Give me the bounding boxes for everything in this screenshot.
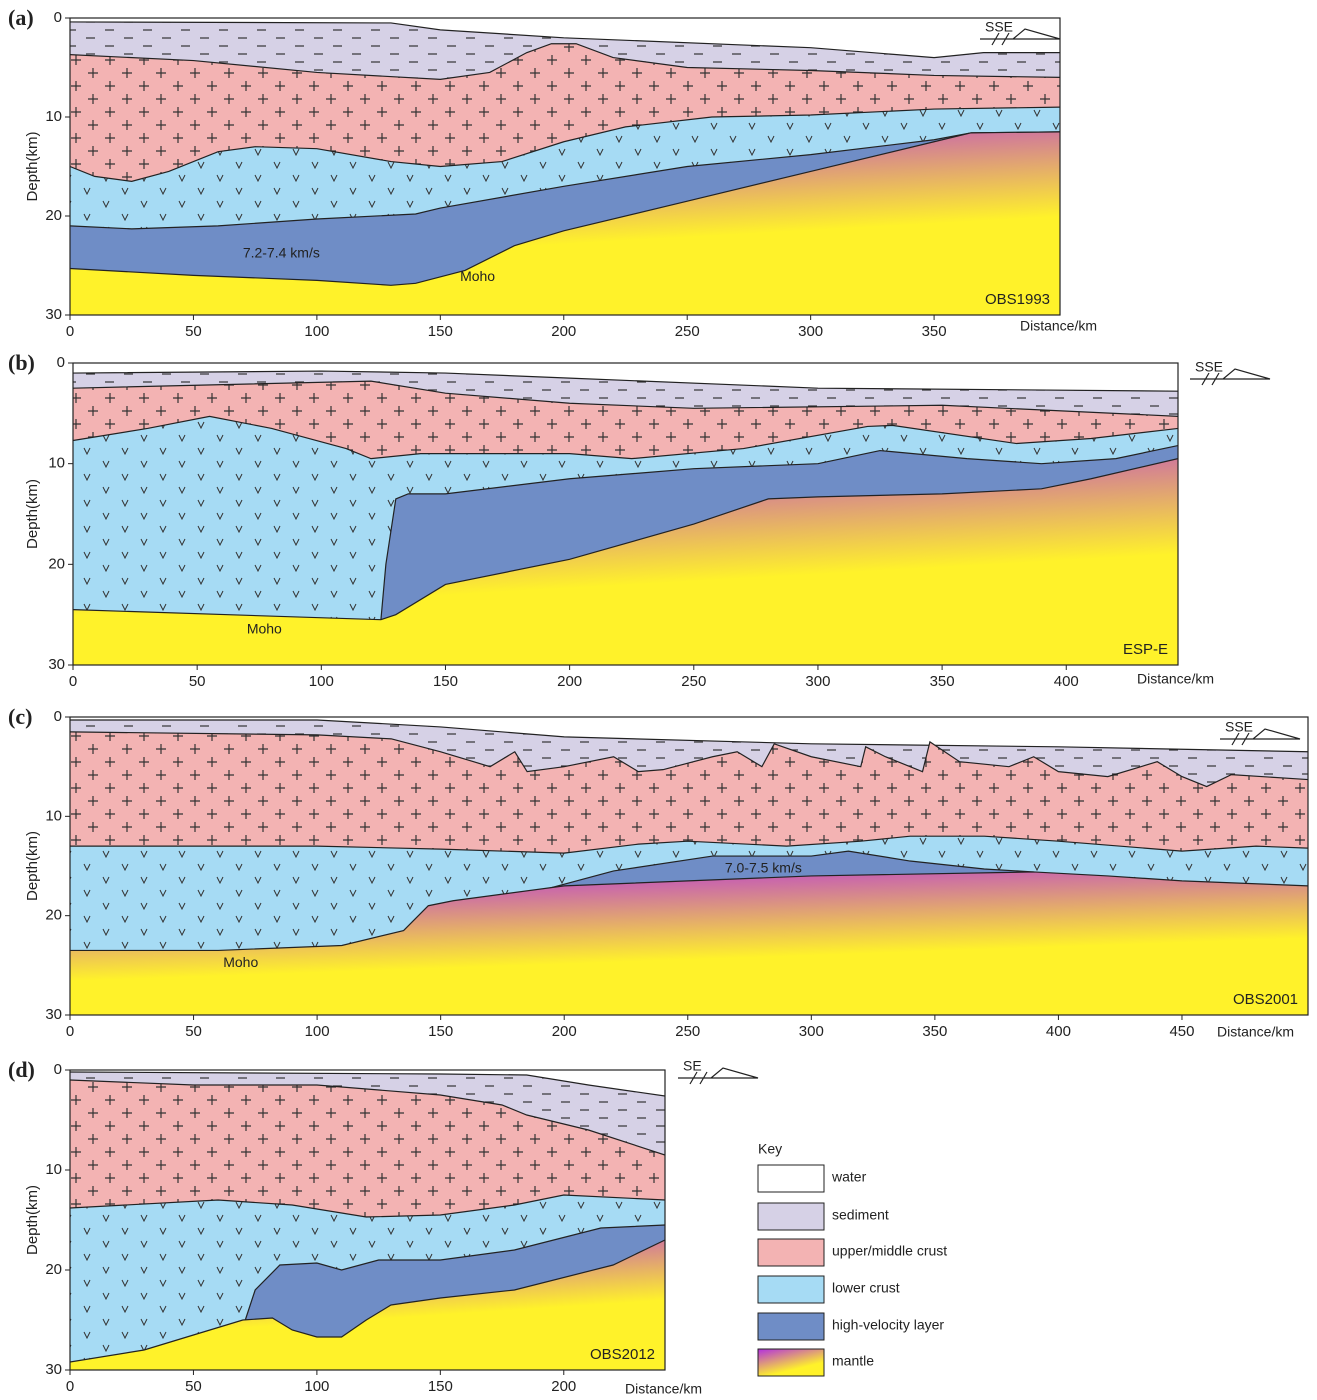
x-axis-label: Distance/km: [1217, 1024, 1294, 1040]
figure: Key 0501001502002503003500102030(a)Depth…: [0, 0, 1317, 1400]
x-tick-label: 50: [189, 673, 206, 690]
y-tick-label: 20: [45, 207, 62, 224]
x-tick-label: 200: [557, 673, 582, 690]
y-axis-label: Depth(km): [24, 831, 41, 901]
x-tick-label: 50: [185, 323, 202, 340]
x-tick-label: 150: [428, 323, 453, 340]
key-label: sediment: [832, 1207, 889, 1223]
x-axis-label: Distance/km: [625, 1381, 702, 1397]
y-tick-label: 30: [45, 1006, 62, 1023]
panel-label: (c): [8, 704, 32, 729]
panel-label: (b): [8, 350, 35, 375]
annotation: 7.2-7.4 km/s: [243, 244, 320, 260]
y-axis-label: Depth(km): [24, 1185, 41, 1255]
section: [70, 18, 1060, 315]
annotation: Moho: [460, 268, 495, 284]
y-tick-label: 10: [45, 1161, 62, 1178]
y-tick-label: 0: [54, 9, 62, 26]
y-tick-label: 30: [45, 1361, 62, 1378]
y-tick-label: 0: [54, 1061, 62, 1078]
y-axis-label: Depth(km): [24, 479, 41, 549]
key-swatch: [758, 1165, 824, 1192]
x-tick-label: 300: [798, 323, 823, 340]
y-tick-label: 20: [45, 907, 62, 924]
annotation: 7.0-7.5 km/s: [725, 860, 802, 876]
x-tick-label: 0: [66, 323, 74, 340]
x-tick-label: 50: [185, 1023, 202, 1040]
x-axis-label: Distance/km: [1137, 671, 1214, 687]
x-tick-label: 400: [1054, 673, 1079, 690]
key-label: water: [831, 1169, 867, 1185]
key-swatch: [758, 1239, 824, 1266]
key-swatch: [758, 1276, 824, 1303]
x-tick-label: 250: [675, 1023, 700, 1040]
x-tick-label: 200: [551, 1378, 576, 1395]
x-tick-label: 150: [428, 1023, 453, 1040]
key-swatch: [758, 1203, 824, 1230]
x-tick-label: 300: [805, 673, 830, 690]
y-tick-label: 20: [48, 555, 65, 572]
x-tick-label: 100: [309, 673, 334, 690]
x-tick-label: 150: [428, 1378, 453, 1395]
x-tick-label: 0: [66, 1023, 74, 1040]
x-tick-label: 450: [1169, 1023, 1194, 1040]
panel-label: (d): [8, 1057, 35, 1082]
panel-label: (a): [8, 5, 34, 30]
key-title: Key: [758, 1141, 782, 1157]
y-tick-label: 10: [48, 455, 65, 472]
y-tick-label: 0: [57, 354, 65, 371]
x-tick-label: 0: [66, 1378, 74, 1395]
direction: SSE: [1195, 359, 1223, 375]
y-tick-label: 0: [54, 708, 62, 725]
x-tick-label: 250: [675, 323, 700, 340]
y-axis-label: Depth(km): [24, 131, 41, 201]
y-tick-label: 20: [45, 1261, 62, 1278]
x-tick-label: 350: [930, 673, 955, 690]
y-tick-label: 10: [45, 108, 62, 125]
direction: SSE: [1225, 719, 1253, 735]
annotation: Moho: [223, 954, 258, 970]
x-tick-label: 50: [185, 1378, 202, 1395]
x-tick-label: 350: [922, 1023, 947, 1040]
x-tick-label: 300: [799, 1023, 824, 1040]
x-tick-label: 400: [1046, 1023, 1071, 1040]
profile-name: ESP-E: [1123, 641, 1168, 658]
y-tick-label: 30: [45, 306, 62, 323]
key-label: lower crust: [832, 1280, 900, 1296]
direction: SE: [683, 1058, 702, 1074]
x-tick-label: 100: [304, 1378, 329, 1395]
x-tick-label: 200: [552, 1023, 577, 1040]
profile-name: OBS1993: [985, 291, 1050, 308]
section: [73, 363, 1178, 665]
x-tick-label: 200: [551, 323, 576, 340]
x-tick-label: 250: [681, 673, 706, 690]
y-tick-label: 10: [45, 807, 62, 824]
key-label: high-velocity layer: [832, 1317, 944, 1333]
x-tick-label: 100: [304, 323, 329, 340]
key-label: upper/middle crust: [832, 1243, 947, 1259]
x-tick-label: 0: [69, 673, 77, 690]
profile-name: OBS2001: [1233, 991, 1298, 1008]
x-tick-label: 100: [305, 1023, 330, 1040]
x-axis-label: Distance/km: [1020, 318, 1097, 334]
x-tick-label: 150: [433, 673, 458, 690]
direction: SSE: [985, 19, 1013, 35]
key-swatch: [758, 1349, 824, 1376]
x-tick-label: 350: [922, 323, 947, 340]
annotation: Moho: [247, 620, 282, 636]
section: [70, 1070, 665, 1370]
key-label: mantle: [832, 1353, 874, 1369]
profile-name: OBS2012: [590, 1346, 655, 1363]
y-tick-label: 30: [48, 656, 65, 673]
section: [70, 717, 1308, 1015]
key-swatch: [758, 1313, 824, 1340]
